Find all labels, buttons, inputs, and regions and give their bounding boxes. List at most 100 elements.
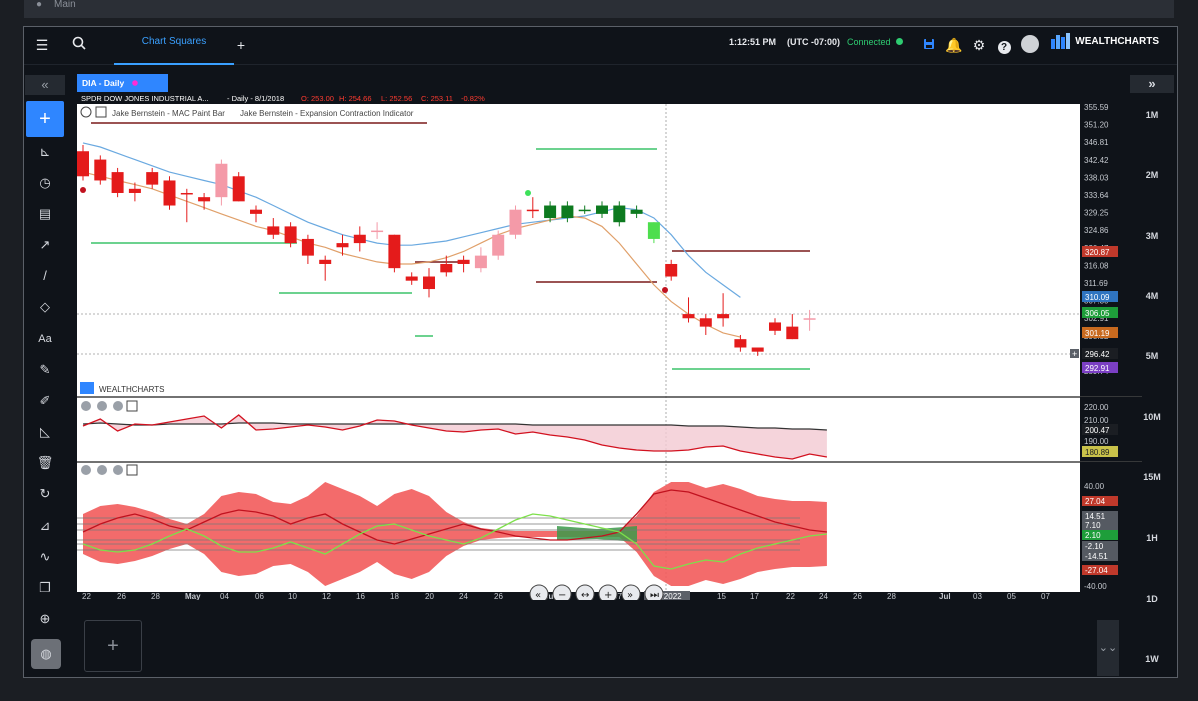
candle-body — [526, 209, 539, 212]
globe-icon[interactable]: ◍ — [31, 639, 61, 669]
time-tick: 26 — [853, 592, 862, 600]
price-tick: 333.64 — [1084, 191, 1109, 200]
osc1-marker — [1082, 424, 1118, 435]
price-marker — [1082, 348, 1118, 359]
price-tick: 346.81 — [1084, 138, 1109, 147]
interval-2m[interactable]: 2M — [1145, 170, 1159, 180]
legend-low: L: 252.56 — [381, 94, 412, 103]
interval-1m[interactable]: 1M — [1145, 110, 1159, 120]
interval-4m[interactable]: 4M — [1145, 291, 1159, 301]
moving-average-slow — [82, 171, 741, 338]
candle-body — [786, 326, 799, 340]
symbol-tab — [77, 74, 168, 92]
candle-body — [388, 234, 401, 269]
clock-icon[interactable]: ◷ — [39, 175, 51, 190]
save-icon[interactable] — [919, 35, 939, 55]
candle-body — [336, 243, 349, 248]
search-icon[interactable] — [69, 35, 89, 55]
time-tick: 06 — [255, 592, 264, 600]
legend-open: O: 253.00 — [301, 94, 334, 103]
text-icon[interactable]: Aa — [38, 333, 52, 345]
copy-icon[interactable]: ❐ — [39, 580, 51, 595]
crosshair-icon[interactable]: ⊕ — [39, 611, 51, 626]
indicator-mac-paint-bar: Jake Bernstein - MAC Paint Bar — [112, 109, 225, 118]
candle-body — [699, 318, 712, 327]
help-icon[interactable]: ? — [994, 35, 1014, 55]
osc1-tick: 220.00 — [1084, 403, 1109, 412]
candle-body — [561, 205, 574, 219]
brand-name: WEALTHCHARTS — [1075, 35, 1159, 47]
candle-body — [180, 192, 193, 195]
time-tick: 15 — [717, 592, 726, 600]
candle-body — [457, 259, 470, 264]
add-tab-button[interactable]: + — [236, 37, 246, 53]
trend-icon[interactable]: ↗ — [39, 237, 51, 252]
tab-chart-squares[interactable]: Chart Squares — [114, 27, 234, 65]
osc2-marker — [1082, 511, 1118, 521]
add-chart-button[interactable]: + — [84, 620, 142, 672]
ruler-icon[interactable]: ✐ — [39, 393, 51, 408]
osc1-tick: 190.00 — [1084, 437, 1109, 446]
price-marker — [1082, 362, 1118, 373]
avatar[interactable] — [1020, 35, 1040, 55]
left-toolbar: « + ⊾ ◷ ▤ ↗ / ◇ Aa ✎ ✐ ◺ 🗑 ↻ ⊿ ∿ ❐ ⊕ ◍ — [24, 73, 66, 678]
interval-3m[interactable]: 3M — [1145, 231, 1159, 241]
line-icon[interactable]: / — [43, 268, 47, 283]
price-marker-label: 296.42 — [1085, 350, 1110, 359]
candle-body — [232, 176, 245, 202]
interval-1d[interactable]: 1D — [1146, 594, 1158, 604]
interval-15m[interactable]: 15M — [1143, 472, 1161, 482]
osc2-green-line — [82, 513, 827, 570]
time-tick: 05 — [1007, 592, 1016, 600]
time-tick: 16 — [356, 592, 365, 600]
interval-1h[interactable]: 1H — [1146, 533, 1158, 543]
osc2-marker-label: 7.10 — [1085, 521, 1101, 530]
refresh-icon[interactable]: ↻ — [39, 486, 51, 501]
interval-1w[interactable]: 1W — [1145, 654, 1159, 664]
menu-icon[interactable]: ☰ — [35, 37, 49, 53]
timezone: (UTC -07:00) — [787, 37, 841, 47]
collapse-left-icon[interactable]: « — [25, 75, 65, 95]
add-icon[interactable]: + — [26, 101, 64, 137]
settings-icon[interactable]: ⚙ — [972, 37, 986, 53]
time-tick: 26 — [494, 592, 503, 600]
alerts-icon[interactable]: 🔔 — [945, 37, 963, 53]
time-tick: 22 — [82, 592, 91, 600]
price-tick: 302.91 — [1084, 314, 1109, 323]
candle-body — [474, 255, 487, 269]
candle-body — [250, 209, 262, 214]
trash-icon[interactable]: 🗑 — [36, 455, 54, 470]
chart-area[interactable]: DIA - Daily SPDR DOW JONES INDUSTRIAL A..… — [77, 74, 1142, 604]
price-tick: 316.08 — [1084, 261, 1109, 270]
indicator-expansion-contraction: Jake Bernstein - Expansion Contraction I… — [240, 109, 414, 118]
shapes-icon[interactable]: ◇ — [40, 299, 50, 314]
osc1-hide-icon — [81, 401, 91, 411]
expand-right-icon[interactable]: » — [1130, 75, 1174, 93]
legend-change: -0.82% — [461, 94, 485, 103]
interval-5m[interactable]: 5M — [1145, 351, 1159, 361]
osc2-marker-label: -27.04 — [1085, 566, 1108, 575]
add-price-line-glyph: + — [1072, 349, 1077, 359]
price-marker-label: 306.05 — [1085, 309, 1110, 318]
nav-button-glyph: − — [558, 590, 566, 600]
calendar-icon[interactable]: ▤ — [38, 206, 52, 221]
osc2-tick: -40.00 — [1084, 582, 1107, 591]
price-marker — [1082, 327, 1118, 338]
time-tick: Jul — [939, 592, 951, 600]
connection-status-label: Connected — [847, 37, 891, 47]
candle-body — [319, 259, 332, 264]
chart-icon[interactable]: ⊿ — [39, 518, 51, 533]
candle-body — [734, 339, 747, 348]
candle-body — [146, 172, 159, 185]
measure-icon[interactable]: ◺ — [40, 424, 50, 439]
pen-icon[interactable]: ✎ — [39, 362, 51, 377]
curve-icon[interactable]: ∿ — [39, 549, 51, 564]
time-tick: 17 — [750, 592, 759, 600]
collapse-panel-button[interactable]: ⌄⌄ — [1097, 620, 1119, 676]
candle-body — [647, 222, 660, 239]
candle-body — [613, 205, 626, 223]
connection-status: Connected — [847, 37, 904, 47]
legend-close: C: 253.11 — [421, 94, 453, 103]
interval-10m[interactable]: 10M — [1143, 412, 1161, 422]
indicators-icon[interactable]: ⊾ — [39, 144, 51, 159]
